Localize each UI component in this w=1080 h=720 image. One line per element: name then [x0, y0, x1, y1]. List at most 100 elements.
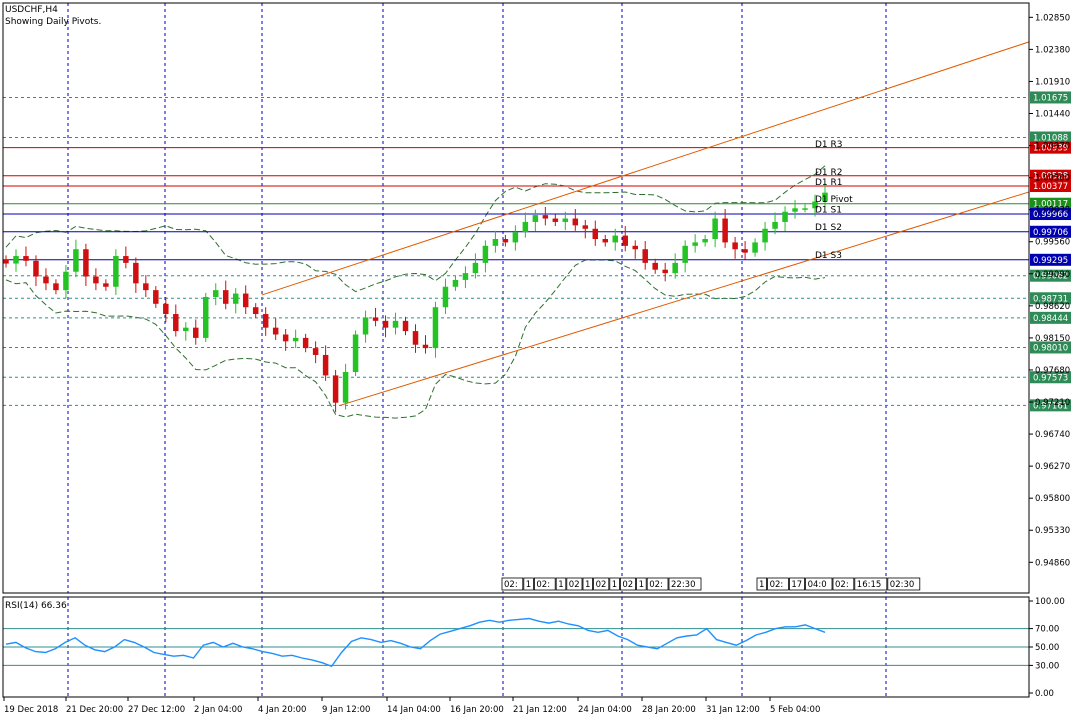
- price-level-tag: [1030, 91, 1071, 104]
- time-axis-label: 28 Jan 20:00: [642, 705, 696, 715]
- candle-body: [802, 208, 808, 210]
- time-marker-text: 02:30: [890, 580, 915, 590]
- candle-body: [123, 256, 129, 263]
- main-pane-frame: [2, 2, 1030, 594]
- time-marker-text: 1: [558, 580, 563, 590]
- price-level-value: 0.99062: [1033, 272, 1068, 282]
- candle-body: [222, 290, 229, 304]
- candle-body: [232, 293, 239, 304]
- time-axis-label: 24 Jan 04:00: [578, 705, 632, 715]
- candle-body: [422, 344, 429, 349]
- candle-body: [652, 262, 658, 270]
- candle-body: [362, 317, 369, 335]
- price-axis-label: 0.98620: [1035, 302, 1070, 312]
- candle-body: [762, 228, 768, 243]
- candle-body: [452, 279, 459, 287]
- pivot-label: D1 S2: [815, 223, 842, 233]
- rsi-axis-label: 30.00: [1035, 661, 1059, 671]
- time-marker-box: [636, 577, 647, 591]
- price-level-tag: [1030, 341, 1071, 354]
- price-level-value: 1.01088: [1033, 134, 1068, 144]
- time-axis-label: 14 Jan 04:00: [387, 705, 441, 715]
- price-level-value: 1.00939: [1033, 144, 1068, 154]
- candle-body: [812, 201, 818, 209]
- time-marker-box: [832, 577, 855, 591]
- price-axis-label: 0.98150: [1035, 334, 1070, 344]
- candle-body: [412, 331, 419, 345]
- candle-body: [93, 276, 99, 284]
- time-marker-text: 02: [622, 580, 633, 590]
- pivot-label: D1 R2: [815, 168, 843, 178]
- candle-body: [602, 239, 609, 243]
- candle-body: [372, 317, 379, 321]
- candle-body: [542, 215, 549, 219]
- candle-body: [772, 221, 778, 229]
- bollinger-upper: [5, 165, 826, 293]
- pivot-label: D1 R1: [815, 178, 843, 188]
- time-marker-box: [593, 577, 610, 591]
- price-level-value: 0.99966: [1033, 210, 1068, 220]
- candle-body: [722, 218, 728, 243]
- time-markers: 02: 1 02: 1 02 1 02 1 02 1 02: 22:30 1 02: 17 04:0 02: 16…: [501, 577, 921, 591]
- price-level-tag: [1030, 141, 1071, 154]
- bollinger-bands: [5, 165, 826, 419]
- price-axis-label: 0.97680: [1035, 366, 1070, 376]
- price-axis-label: 1.01910: [1035, 77, 1070, 87]
- time-marker-box: [501, 577, 524, 591]
- rsi-panel: [3, 617, 1029, 668]
- candle-body: [302, 337, 309, 349]
- time-marker-text: 02:: [649, 580, 663, 590]
- price-axis-label: 0.94860: [1035, 558, 1070, 568]
- time-axis-label: 2 Jan 04:00: [194, 705, 242, 715]
- candle-body: [482, 245, 489, 263]
- time-marker-text: 1: [585, 580, 590, 590]
- channel-upper-line: [261, 41, 1030, 296]
- candle-body: [53, 283, 59, 291]
- rsi-axis-label: 0.00: [1035, 689, 1054, 699]
- candle-body: [702, 239, 708, 243]
- price-level-tag: [1030, 208, 1071, 221]
- candle-body: [552, 218, 559, 222]
- rsi-axis-label: 100.00: [1035, 597, 1065, 607]
- candle-body: [153, 290, 159, 304]
- time-marker-box: [789, 577, 806, 591]
- candle-body: [632, 245, 638, 250]
- time-marker-text: 02: [569, 580, 580, 590]
- time-marker-box: [582, 577, 594, 591]
- price-level-value: 0.98731: [1033, 294, 1068, 304]
- time-marker-box: [523, 577, 534, 591]
- time-axis-label: 5 Feb 04:00: [770, 705, 820, 715]
- axes: 1.02850 1.02380 1.01910 1.01440 1.00970 1.005…: [3, 13, 1070, 715]
- candle-body: [382, 320, 389, 328]
- price-level-tag: [1030, 180, 1071, 193]
- candle-body: [662, 269, 668, 274]
- candle-body: [562, 218, 569, 222]
- price-axis-label: 1.02850: [1035, 13, 1070, 23]
- candle-body: [502, 239, 509, 243]
- candle-body: [113, 256, 119, 287]
- time-marker-text: 02:: [504, 580, 518, 590]
- candle-body: [33, 260, 39, 277]
- time-marker-box: [620, 577, 637, 591]
- price-level-tag: [1030, 371, 1071, 384]
- candle-body: [133, 262, 139, 284]
- time-marker-text: 1: [612, 580, 617, 590]
- time-axis-label: 21 Dec 20:00: [66, 705, 123, 715]
- time-marker-text: 22:30: [671, 580, 696, 590]
- candlesticks: [3, 183, 828, 413]
- time-marker-text: 1: [526, 580, 531, 590]
- candle-body: [13, 256, 19, 264]
- candle-body: [272, 327, 279, 335]
- candle-body: [212, 290, 219, 297]
- pivot-label: D1 R3: [815, 140, 843, 150]
- price-level-tag: [1030, 292, 1071, 305]
- price-level-value: 0.97161: [1033, 401, 1068, 411]
- rsi-line: [5, 617, 826, 668]
- price-level-value: 0.98444: [1033, 314, 1068, 324]
- candle-body: [103, 283, 109, 287]
- time-marker-box: [668, 577, 702, 591]
- time-axis-label: 4 Jan 20:00: [258, 705, 306, 715]
- candle-body: [402, 320, 409, 332]
